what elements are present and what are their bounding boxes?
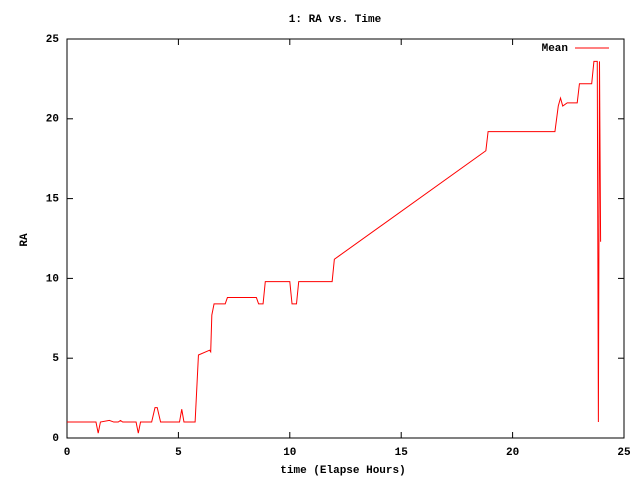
x-tick-label: 25 (617, 447, 631, 459)
y-tick-label: 5 (52, 353, 59, 365)
x-tick-label: 20 (506, 447, 519, 459)
y-tick-label: 0 (52, 433, 59, 445)
x-tick-label: 0 (64, 447, 71, 459)
data-line (67, 60, 602, 434)
y-tick-label: 10 (46, 273, 59, 285)
plot-border (66, 38, 625, 439)
y-tick-label: 20 (46, 114, 59, 126)
y-tick-label: 15 (46, 194, 60, 206)
y-tick-label: 25 (46, 34, 60, 46)
chart-title: 1: RA vs. Time (289, 14, 382, 26)
x-axis-label: time (Elapse Hours) (280, 465, 405, 477)
y-axis-label: RA (19, 233, 31, 247)
x-tick-label: 5 (175, 447, 182, 459)
x-tick-label: 10 (283, 447, 296, 459)
x-tick-label: 15 (395, 447, 409, 459)
legend-label: Mean (542, 43, 568, 55)
